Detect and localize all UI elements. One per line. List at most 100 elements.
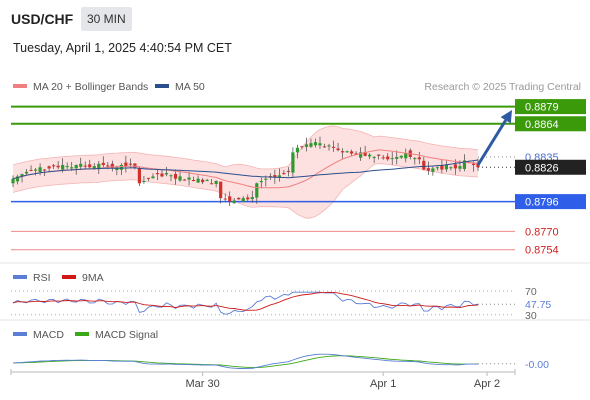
candles [11,136,480,207]
candle [422,156,426,171]
level-label-0.8864: 0.8864 [525,119,559,131]
candle [395,150,399,165]
candle [417,151,421,165]
level-label-0.8796: 0.8796 [525,197,559,209]
candle [372,156,376,163]
candle [205,178,209,182]
candle [38,163,42,176]
x-tick-label: Apr 2 [474,378,500,390]
macd-legend: MACD MACD Signal [13,329,158,341]
candle [228,191,232,207]
rsi-line [12,291,479,315]
legend-macd-swatch [13,332,27,336]
level-box-0.8796 [515,194,586,210]
candle [182,179,187,181]
candle [47,165,51,172]
candle [331,140,336,152]
candle [196,175,200,183]
candle [286,167,290,177]
candle [255,182,259,204]
candle [15,174,20,185]
macd-value-label: -0.00 [525,359,549,371]
level-box-0.8826 [515,159,586,175]
candle [354,151,358,155]
candle [313,138,318,148]
level-box-0.8864 [515,116,586,132]
x-axis: Mar 30 Apr 1 Apr 2 [10,369,516,390]
candle [124,155,128,173]
candle [340,148,345,159]
legend-rsi-ma-swatch [62,275,76,279]
candle [178,170,182,182]
rsi-ref-label-70: 70 [525,286,537,298]
candle [169,174,173,182]
datetime-label: Tuesday, April 1, 2025 4:40:54 PM CET [13,41,232,55]
candle [142,175,146,184]
candle [368,153,372,160]
candle [110,160,114,172]
legend-macd-signal-label: MACD Signal [95,329,158,341]
forecast-arrow-head [500,110,512,124]
candle [399,155,403,160]
candle [440,159,444,174]
legend-rsi-ma-label: 9MA [82,272,104,284]
candle [79,157,83,171]
legend-bollinger-label: MA 20 + Bollinger Bands [33,81,148,93]
candle [11,175,15,188]
candle [201,178,205,185]
chart-header: USD/CHF 30 MIN Tuesday, April 1, 2025 4:… [0,0,590,70]
bollinger-lower [12,163,479,219]
candle [214,180,218,188]
rsi-legend: RSI 9MA [13,272,104,284]
candle [24,169,29,176]
level-label-0.8826: 0.8826 [525,162,559,174]
candle [160,170,164,178]
rsi-value-label: 47.75 [525,299,551,311]
candle [277,168,281,182]
candle [88,159,92,169]
candle [431,166,435,176]
candle [210,179,214,185]
legend-ma50-label: MA 50 [175,81,205,93]
candle [327,143,331,151]
rsi-ma-line [12,291,479,311]
legend-ma50-swatch [155,84,169,88]
candle [363,145,367,157]
legend-bollinger-swatch [13,84,27,88]
candle [345,150,349,154]
main-legend: MA 20 + Bollinger Bands MA 50 Research © 2… [13,81,581,93]
ma50-line [12,159,479,180]
source-credit: Research © 2025 Trading Central [424,81,581,93]
legend-macd-signal-swatch [75,332,89,336]
x-tick-label: Mar 30 [185,378,219,390]
candle [250,190,254,203]
legend-rsi-label: RSI [33,272,51,284]
candle [282,169,286,175]
legend-rsi-swatch [13,275,27,279]
candle [444,160,448,173]
candle [246,194,250,202]
candle [381,154,385,160]
candle [146,177,151,182]
candle [237,197,241,200]
candle [390,152,394,165]
level-label-0.8770: 0.8770 [525,226,559,238]
timeframe-button[interactable]: 30 MIN [81,7,132,31]
candle [151,173,155,179]
candle [137,166,142,186]
candle [377,154,381,160]
level-label-0.8754: 0.8754 [525,245,559,257]
legend-macd-label: MACD [33,329,64,341]
levels: 0.88790.88640.88350.88260.87960.87700.87… [11,99,586,257]
candle [29,165,33,172]
chart-svg: MA 20 + Bollinger Bands MA 50 Research © 2… [0,81,590,390]
candle [20,173,24,183]
bollinger-upper [12,125,479,170]
candle [83,161,87,169]
candle [300,145,304,150]
level-label-0.8879: 0.8879 [525,102,559,114]
candle [322,143,327,148]
candle [219,181,223,204]
candle [65,162,69,170]
symbol-title: USD/CHF [11,11,74,27]
